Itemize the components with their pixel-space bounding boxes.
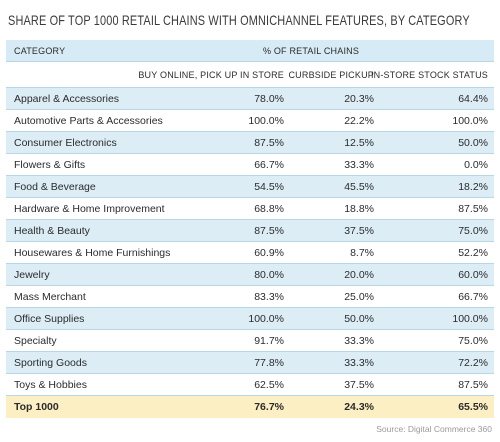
value-cell: 54.5%: [254, 181, 284, 193]
category-cell: Health & Beauty: [14, 225, 90, 237]
value-cell: 77.8%: [254, 357, 284, 369]
table-row: Flowers & Gifts 66.7% 33.3% 0.0%: [6, 154, 494, 176]
table-row: Food & Beverage 54.5% 45.5% 18.2%: [6, 176, 494, 198]
value-cell: 50.0%: [344, 313, 374, 325]
value-cell: 100.0%: [248, 313, 284, 325]
value-cell: 100.0%: [452, 115, 488, 127]
table-row: Consumer Electronics 87.5% 12.5% 50.0%: [6, 132, 494, 154]
table-row: Sporting Goods 77.8% 33.3% 72.2%: [6, 352, 494, 374]
table-row: Hardware & Home Improvement 68.8% 18.8% 87.…: [6, 198, 494, 220]
value-cell: 91.7%: [254, 335, 284, 347]
value-cell: 37.5%: [344, 225, 374, 237]
value-cell: 25.0%: [344, 291, 374, 303]
table-row: Apparel & Accessories 78.0% 20.3% 64.4%: [6, 88, 494, 110]
value-cell: 87.5%: [458, 379, 488, 391]
table-row: Mass Merchant 83.3% 25.0% 66.7%: [6, 286, 494, 308]
value-cell: 22.2%: [344, 115, 374, 127]
table-row: Toys & Hobbies 62.5% 37.5% 87.5%: [6, 374, 494, 396]
category-cell: Office Supplies: [14, 313, 85, 325]
total-label: Top 1000: [14, 401, 59, 413]
value-cell: 66.7%: [458, 291, 488, 303]
value-cell: 78.0%: [254, 93, 284, 105]
category-cell: Flowers & Gifts: [14, 159, 86, 171]
value-cell: 60.9%: [254, 247, 284, 259]
value-cell: 66.7%: [254, 159, 284, 171]
value-cell: 72.2%: [458, 357, 488, 369]
value-cell: 87.5%: [458, 203, 488, 215]
value-cell: 83.3%: [254, 291, 284, 303]
value-cell: 75.0%: [458, 225, 488, 237]
value-cell: 52.2%: [458, 247, 488, 259]
category-cell: Toys & Hobbies: [14, 379, 87, 391]
table-row: Office Supplies 100.0% 50.0% 100.0%: [6, 308, 494, 330]
category-cell: Specialty: [14, 335, 57, 347]
value-cell: 18.8%: [344, 203, 374, 215]
total-value: 24.3%: [344, 401, 374, 413]
value-cell: 87.5%: [254, 225, 284, 237]
value-cell: 62.5%: [254, 379, 284, 391]
total-row: Top 1000 76.7% 24.3% 65.5%: [6, 396, 494, 418]
total-value: 76.7%: [254, 401, 284, 413]
table-row: Specialty 91.7% 33.3% 75.0%: [6, 330, 494, 352]
category-cell: Jewelry: [14, 269, 50, 281]
category-cell: Apparel & Accessories: [14, 93, 120, 105]
table-row: Health & Beauty 87.5% 37.5% 75.0%: [6, 220, 494, 242]
category-cell: Food & Beverage: [14, 181, 96, 193]
value-cell: 37.5%: [344, 379, 374, 391]
value-cell: 45.5%: [344, 181, 374, 193]
value-cell: 33.3%: [344, 357, 374, 369]
category-cell: Automotive Parts & Accessories: [14, 115, 163, 127]
value-cell: 100.0%: [452, 313, 488, 325]
column-header: IN-STORE STOCK STATUS: [370, 70, 488, 80]
table-row: Jewelry 80.0% 20.0% 60.0%: [6, 264, 494, 286]
value-cell: 68.8%: [254, 203, 284, 215]
value-cell: 0.0%: [464, 159, 488, 171]
value-cell: 33.3%: [344, 159, 374, 171]
total-value: 65.5%: [458, 401, 488, 413]
category-cell: Housewares & Home Furnishings: [14, 247, 171, 259]
value-cell: 50.0%: [458, 137, 488, 149]
value-cell: 64.4%: [458, 93, 488, 105]
value-cell: 75.0%: [458, 335, 488, 347]
category-cell: Consumer Electronics: [14, 137, 117, 149]
value-cell: 80.0%: [254, 269, 284, 281]
value-cell: 20.3%: [344, 93, 374, 105]
header-row: CATEGORY % OF RETAIL CHAINS: [6, 40, 494, 62]
value-cell: 8.7%: [350, 247, 374, 259]
table-row: Automotive Parts & Accessories 100.0% 22.2…: [6, 110, 494, 132]
header-group: % OF RETAIL CHAINS: [262, 46, 360, 56]
subheader-row: BUY ONLINE, PICK UP IN STORE CURBSIDE PIC…: [6, 62, 494, 88]
category-cell: Mass Merchant: [14, 291, 86, 303]
column-header: BUY ONLINE, PICK UP IN STORE: [138, 70, 284, 80]
value-cell: 20.0%: [344, 269, 374, 281]
title: SHARE OF TOP 1000 RETAIL CHAINS WITH OMN…: [8, 12, 470, 28]
value-cell: 87.5%: [254, 137, 284, 149]
category-cell: Sporting Goods: [14, 357, 87, 369]
source: Source: Digital Commerce 360: [376, 424, 492, 434]
value-cell: 100.0%: [248, 115, 284, 127]
value-cell: 18.2%: [458, 181, 488, 193]
column-header: CURBSIDE PICKUP: [288, 70, 374, 80]
header-category: CATEGORY: [14, 46, 66, 56]
value-cell: 60.0%: [458, 269, 488, 281]
value-cell: 12.5%: [344, 137, 374, 149]
table-row: Housewares & Home Furnishings 60.9% 8.7% 52…: [6, 242, 494, 264]
value-cell: 33.3%: [344, 335, 374, 347]
category-cell: Hardware & Home Improvement: [14, 203, 165, 215]
